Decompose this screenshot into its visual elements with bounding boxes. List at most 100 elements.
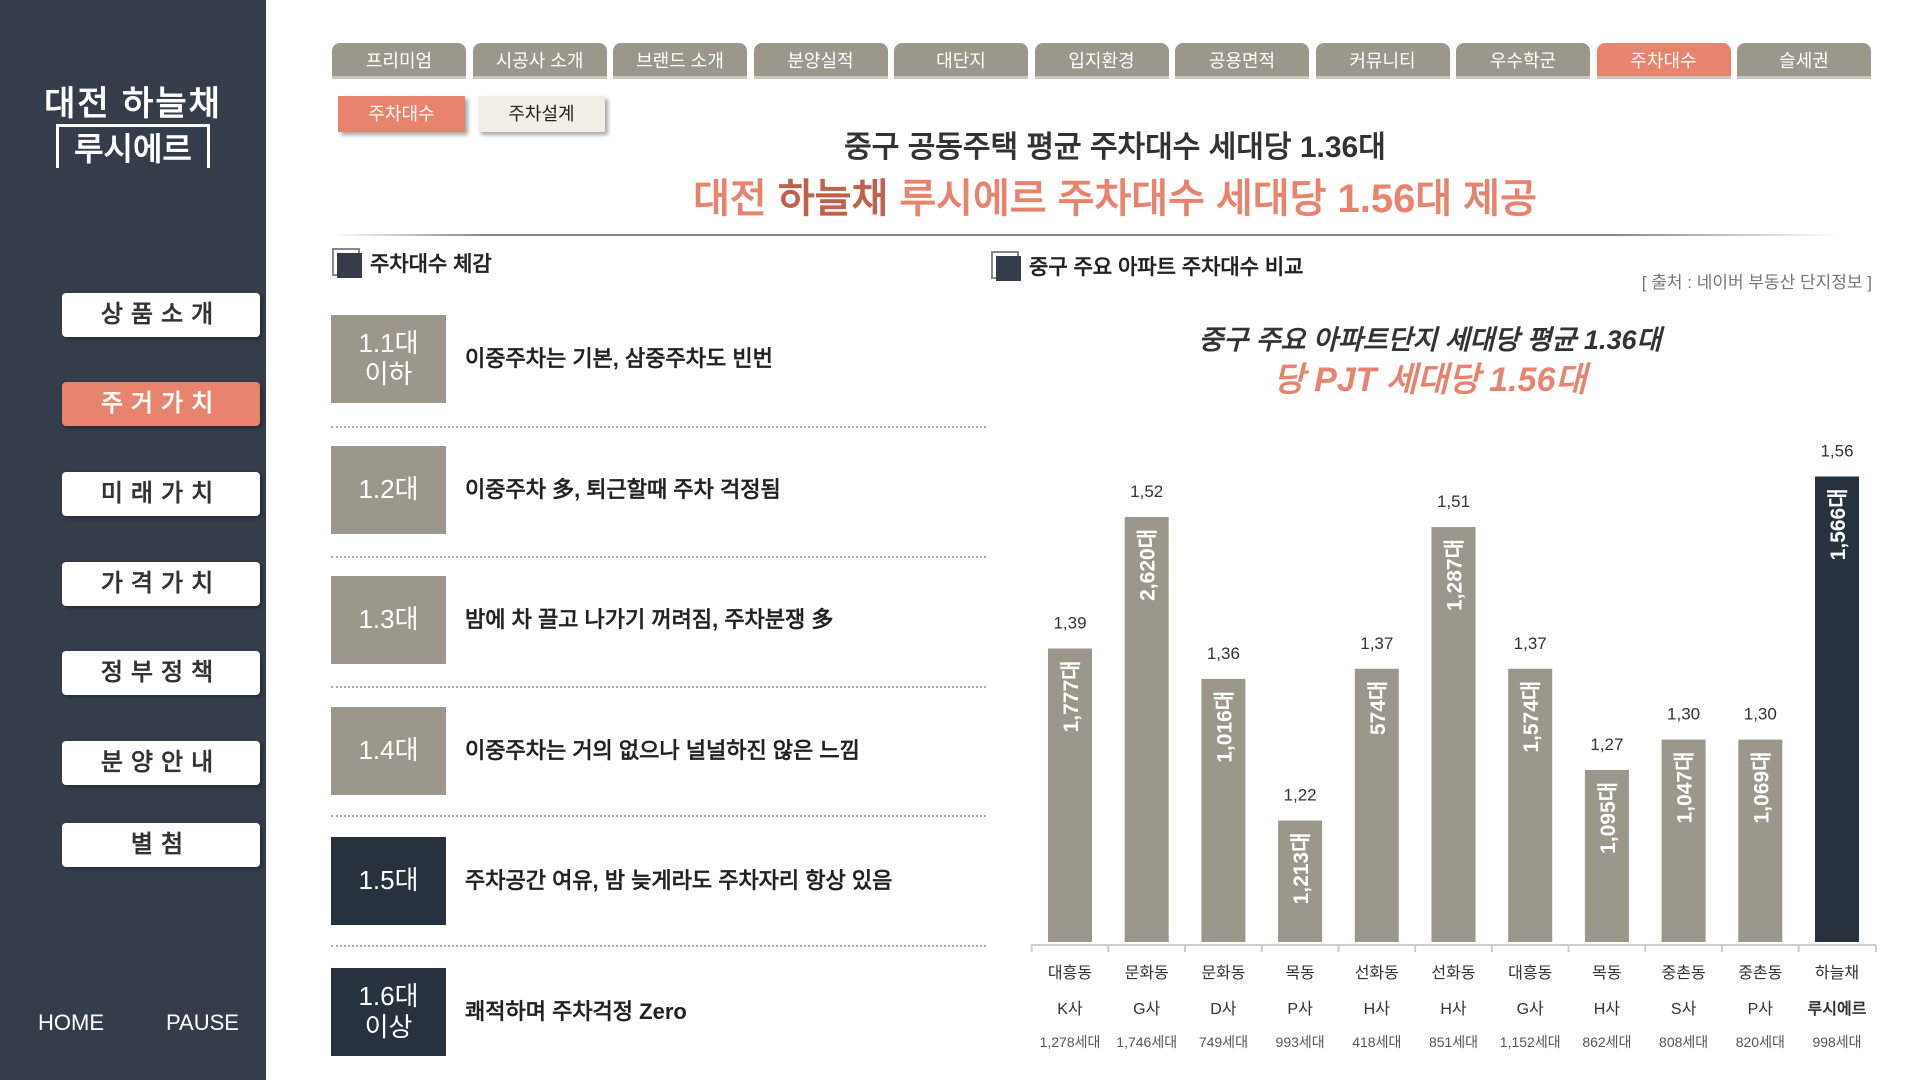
- level-description: 주차공간 여유, 밤 늦게라도 주차자리 항상 있음: [465, 868, 893, 893]
- tab-10[interactable]: 슬세권: [1737, 43, 1871, 79]
- category-dong-label: 하늘채: [1815, 964, 1859, 982]
- bar: [1815, 476, 1859, 942]
- home-button[interactable]: HOME: [38, 1010, 104, 1035]
- divider: [332, 234, 1842, 236]
- bar-value-label: 1,51: [1437, 492, 1470, 511]
- bar-spaces-label: 1,213대: [1290, 833, 1313, 905]
- row-separator: [331, 686, 986, 688]
- bar-spaces-label: 1,566대: [1827, 488, 1850, 560]
- bar-value-label: 1,22: [1284, 786, 1317, 805]
- bar-value-label: 1,30: [1744, 705, 1777, 724]
- tab-5[interactable]: 입지환경: [1034, 43, 1169, 79]
- bar: [1354, 668, 1399, 942]
- chart-subtitle: 당 PJT 세대당 1.56대: [1273, 361, 1587, 399]
- bar-spaces-label: 1,574대: [1520, 681, 1543, 753]
- sidebar-item-2[interactable]: 미래가치: [62, 472, 260, 516]
- row-separator: [331, 945, 986, 947]
- sidebar-item-5[interactable]: 분양안내: [62, 741, 260, 785]
- parking-level-row: 1.6대 이상 쾌적하며 주차걱정 Zero: [331, 968, 986, 1056]
- tab-2[interactable]: 브랜드 소개: [613, 43, 747, 79]
- category-name-label: P사: [1287, 1000, 1313, 1018]
- category-dong-label: 선화동: [1431, 964, 1475, 982]
- subheadline: 대전 하늘채 루시에르 주차대수 세대당 1.56대 제공: [693, 177, 1537, 221]
- bar-spaces-label: 1,047대: [1674, 752, 1697, 824]
- category-households-label: 851세대: [1429, 1034, 1478, 1050]
- category-dong-label: 대흥동: [1508, 964, 1552, 982]
- sidebar-item-1[interactable]: 주거가치: [62, 382, 260, 426]
- left-section-heading: 주차대수 체감: [332, 248, 492, 278]
- bar: [1124, 516, 1169, 942]
- sidebar-item-3[interactable]: 가격가치: [62, 562, 260, 606]
- bar-spaces-label: 1,287대: [1444, 539, 1467, 611]
- category-dong-label: 중촌동: [1662, 964, 1706, 982]
- category-dong-label: 중촌동: [1738, 964, 1782, 982]
- row-separator: [331, 556, 986, 558]
- level-badge: 1.2대: [331, 446, 446, 534]
- square-bullet-icon: [991, 251, 1021, 281]
- parking-level-row: 1.5대 주차공간 여유, 밤 늦게라도 주차자리 항상 있음: [331, 837, 986, 925]
- logo-title: 대전 하늘채: [44, 85, 222, 123]
- bar-value-label: 1,37: [1360, 634, 1393, 653]
- logo-subtitle: 루시에르: [56, 124, 210, 168]
- category-name-label: G사: [1517, 1000, 1544, 1018]
- level-badge: 1.3대: [331, 576, 446, 664]
- category-name-label: H사: [1364, 1000, 1391, 1018]
- bar-spaces-label: 1,095대: [1597, 782, 1620, 854]
- subtab-0[interactable]: 주차대수: [338, 96, 465, 132]
- subtab-1[interactable]: 주차설계: [478, 96, 605, 132]
- bar: [1584, 769, 1629, 942]
- bar: [1278, 820, 1323, 942]
- category-name-label: D사: [1210, 1000, 1237, 1018]
- tab-7[interactable]: 커뮤니티: [1315, 43, 1450, 79]
- tab-0[interactable]: 프리미엄: [332, 43, 466, 79]
- tab-6[interactable]: 공용면적: [1175, 43, 1309, 79]
- category-households-label: 1,152세대: [1500, 1034, 1561, 1050]
- category-name-label: H사: [1440, 1000, 1467, 1018]
- bar: [1508, 668, 1553, 942]
- category-households-label: 862세대: [1582, 1034, 1631, 1050]
- category-households-label: 808세대: [1659, 1034, 1708, 1050]
- level-badge: 1.6대 이상: [331, 968, 446, 1056]
- category-households-label: 418세대: [1352, 1034, 1401, 1050]
- row-separator: [331, 815, 986, 817]
- level-description: 이중주차는 기본, 삼중주차도 빈번: [465, 346, 773, 371]
- bar-value-label: 1,39: [1053, 614, 1086, 633]
- bar-value-label: 1,30: [1667, 705, 1700, 724]
- level-badge: 1.5대: [331, 837, 446, 925]
- bar: [1661, 739, 1706, 942]
- chart-title: 중구 주요 아파트단지 세대당 평균 1.36대: [1198, 325, 1662, 355]
- category-dong-label: 대흥동: [1048, 964, 1092, 982]
- tab-9[interactable]: 주차대수: [1596, 43, 1731, 79]
- category-households-label: 820세대: [1736, 1034, 1785, 1050]
- level-description: 쾌적하며 주차걱정 Zero: [465, 999, 687, 1024]
- category-dong-label: 선화동: [1355, 964, 1399, 982]
- category-households-label: 998세대: [1812, 1034, 1861, 1050]
- parking-level-row: 1.4대 이중주차는 거의 없으나 널널하진 않은 느낌: [331, 707, 986, 795]
- category-dong-label: 문화동: [1125, 964, 1169, 982]
- bar: [1201, 678, 1246, 942]
- tab-3[interactable]: 분양실적: [753, 43, 888, 79]
- bar-spaces-label: 1,777대: [1060, 661, 1083, 733]
- category-households-label: 749세대: [1199, 1034, 1248, 1050]
- sidebar-item-4[interactable]: 정부정책: [62, 651, 260, 695]
- tab-8[interactable]: 우수학군: [1456, 43, 1590, 79]
- bar-value-label: 1,27: [1590, 735, 1623, 754]
- pause-button[interactable]: PAUSE: [166, 1010, 239, 1035]
- sidebar-item-6[interactable]: 별첨: [62, 823, 260, 867]
- tab-4[interactable]: 대단지: [894, 43, 1028, 79]
- bar-value-label: 1,36: [1207, 644, 1240, 663]
- bar: [1048, 648, 1092, 942]
- parking-level-row: 1.2대 이중주차 多, 퇴근할때 주차 걱정됨: [331, 446, 986, 534]
- category-name-label: P사: [1748, 1000, 1774, 1018]
- row-separator: [331, 426, 986, 428]
- sidebar-item-0[interactable]: 상품소개: [62, 293, 260, 337]
- category-households-label: 1,746세대: [1116, 1034, 1177, 1050]
- bar-spaces-label: 1,016대: [1213, 691, 1236, 763]
- category-dong-label: 목동: [1592, 965, 1621, 982]
- tab-1[interactable]: 시공사 소개: [472, 43, 607, 79]
- headline: 중구 공동주택 평균 주차대수 세대당 1.36대: [844, 131, 1386, 164]
- bar: [1431, 527, 1476, 942]
- category-name-label: 루시에르: [1808, 1000, 1867, 1018]
